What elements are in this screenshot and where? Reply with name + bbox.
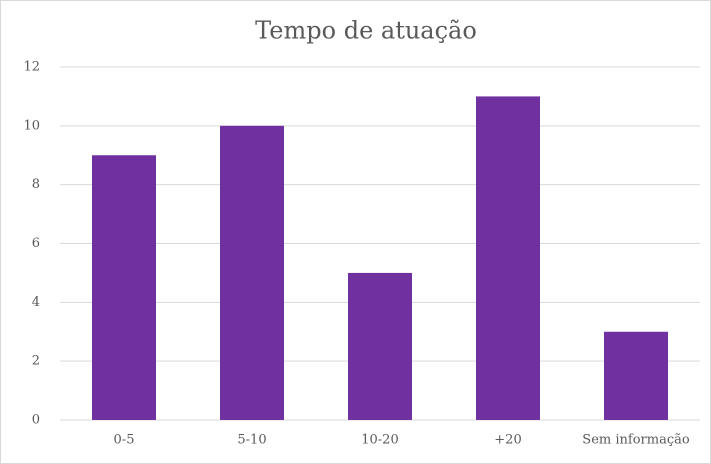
- y-tick-label: 2: [32, 354, 40, 369]
- y-tick-label: 12: [23, 60, 40, 75]
- x-tick-label: 10-20: [361, 433, 398, 448]
- x-tick-label: 5-10: [237, 433, 266, 448]
- y-tick-label: 0: [32, 413, 40, 428]
- bar: [220, 125, 284, 420]
- bar: [92, 155, 156, 420]
- x-tick-label: 0-5: [114, 433, 135, 448]
- bar: [348, 272, 412, 420]
- x-tick-label: +20: [494, 433, 521, 448]
- x-tick-label: Sem informação: [582, 433, 690, 448]
- y-tick-label: 10: [23, 118, 40, 133]
- chart-title: Tempo de atuação: [255, 17, 477, 45]
- bar: [476, 96, 540, 421]
- y-tick-label: 4: [32, 295, 40, 310]
- y-tick-label: 6: [32, 236, 40, 251]
- y-tick-label: 8: [32, 177, 40, 192]
- bar: [604, 331, 668, 420]
